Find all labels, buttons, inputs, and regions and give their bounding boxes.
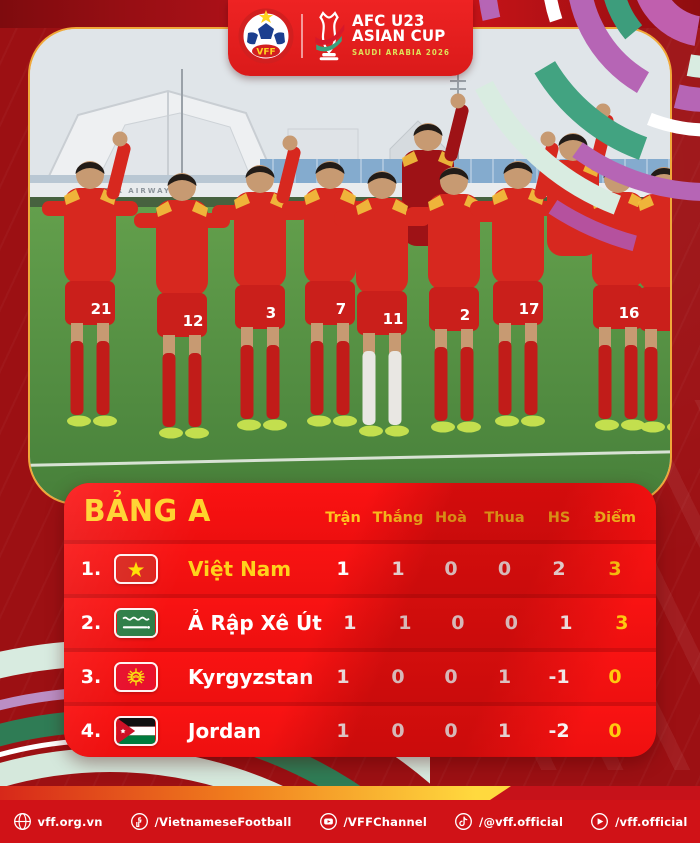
standings-panel: BẢNG A Trận Thắng Hoà Thua HS Điểm 1. Vi… [64, 483, 656, 757]
footer-link-label: /VietnameseFootball [154, 814, 292, 829]
kyrgyzstan-flag [114, 662, 158, 692]
logo-divider [301, 14, 303, 58]
youtube-icon [319, 813, 337, 830]
player: 12 [134, 173, 230, 439]
facebook-icon [130, 813, 148, 830]
footer-link-facebook[interactable]: /VietnameseFootball [130, 812, 292, 831]
played: 1 [336, 558, 350, 580]
goal-diff: 2 [552, 558, 566, 580]
table-row: 2. Ả Rập Xê Út 1 1 0 0 1 3 [64, 594, 656, 648]
points: 3 [608, 558, 622, 580]
group-title: BẢNG A [83, 494, 211, 529]
footer-link-youtube[interactable]: /VFFChannel [319, 812, 428, 831]
footer: vff.org.vn /VietnameseFootball /VFFChann… [0, 800, 700, 843]
player: 21 [42, 131, 138, 427]
board-text: QATAR AIRWAYS [88, 187, 178, 195]
lost: 1 [497, 720, 512, 742]
vff-logo: VFF [238, 8, 294, 64]
col-gd: HS [547, 509, 571, 526]
team-name: Jordan [188, 719, 262, 743]
points: 0 [608, 666, 622, 688]
team-photo: QATAR AIRWAYS 21 12 3 7 11 2 17 16 6 [28, 27, 672, 505]
col-points: Điểm [593, 509, 637, 526]
logo-band: VFF AFC U23 ASIAN CUP SAUDI ARABIA 2026 [228, 0, 473, 76]
svg-text:11: 11 [383, 310, 404, 328]
lost: 1 [497, 666, 512, 688]
tiktok-icon [455, 813, 473, 830]
footer-link-label: /vff.official [615, 814, 688, 829]
jordan-flag [114, 716, 158, 746]
afc-title-line2: ASIAN CUP [351, 25, 446, 45]
svg-text:6: 6 [670, 306, 672, 324]
team-photo-scene: QATAR AIRWAYS 21 12 3 7 11 2 17 16 6 [30, 29, 672, 503]
play-icon [591, 813, 609, 830]
svg-text:12: 12 [183, 312, 204, 330]
pitch-line [30, 450, 670, 467]
footer-link-video[interactable]: /vff.official [590, 812, 687, 831]
svg-text:16: 16 [619, 304, 640, 322]
table-header: BẢNG A Trận Thắng Hoà Thua HS Điểm [64, 483, 656, 540]
rank: 3. [80, 666, 102, 688]
afc-subtitle: SAUDI ARABIA 2026 [351, 47, 450, 57]
svg-text:7: 7 [336, 300, 346, 318]
table-row: 1. Việt Nam 1 1 0 0 2 3 [64, 540, 656, 594]
won: 1 [391, 558, 405, 580]
globe-icon [13, 813, 31, 830]
rank: 2. [80, 612, 102, 634]
drawn: 0 [444, 720, 458, 742]
col-lost: Thua [484, 509, 525, 526]
team-name: Ả Rập Xê Út [188, 611, 322, 635]
afc-trophy-icon [314, 11, 344, 61]
won: 1 [398, 612, 412, 634]
table-row: 3. Kyrgyzstan 1 0 0 1 -1 [64, 648, 656, 702]
lost: 0 [497, 558, 512, 580]
vietnam-flag [114, 554, 158, 584]
svg-text:3: 3 [266, 304, 276, 322]
points: 3 [615, 612, 629, 634]
drawn: 0 [451, 612, 465, 634]
vff-logo-text: VFF [256, 48, 275, 58]
team-name: Kyrgyzstan [188, 665, 314, 689]
team-name: Việt Nam [188, 557, 292, 581]
rank: 1. [80, 558, 102, 580]
svg-text:17: 17 [519, 300, 540, 318]
goal-diff: -2 [548, 720, 570, 742]
saudi-arabia-flag [114, 608, 158, 638]
goal-diff: -1 [548, 666, 570, 688]
svg-text:21: 21 [91, 300, 112, 318]
footer-link-website[interactable]: vff.org.vn [13, 812, 103, 831]
table-row: 4. Jordan 1 0 0 1 -2 0 [64, 702, 656, 756]
played: 1 [336, 666, 350, 688]
played: 1 [343, 612, 357, 634]
footer-link-label: /@vff.official [479, 814, 564, 829]
svg-text:2: 2 [460, 306, 470, 324]
col-played: Trận [325, 509, 361, 526]
rank: 4. [80, 720, 102, 742]
player: 11 [334, 171, 430, 437]
col-drawn: Hoà [435, 509, 467, 526]
footer-link-tiktok[interactable]: /@vff.official [454, 812, 563, 831]
goal-diff: 1 [559, 612, 573, 634]
afc-logo: AFC U23 ASIAN CUP SAUDI ARABIA 2026 [312, 9, 456, 63]
drawn: 0 [444, 666, 458, 688]
played: 1 [336, 720, 350, 742]
col-won: Thắng [372, 509, 424, 526]
footer-link-label: vff.org.vn [37, 814, 103, 829]
points: 0 [608, 720, 622, 742]
footer-link-label: /VFFChannel [343, 814, 428, 829]
lost: 0 [504, 612, 518, 634]
won: 0 [391, 666, 405, 688]
drawn: 0 [444, 558, 458, 580]
won: 0 [391, 720, 405, 742]
afc-title-line1: AFC U23 [351, 10, 425, 30]
